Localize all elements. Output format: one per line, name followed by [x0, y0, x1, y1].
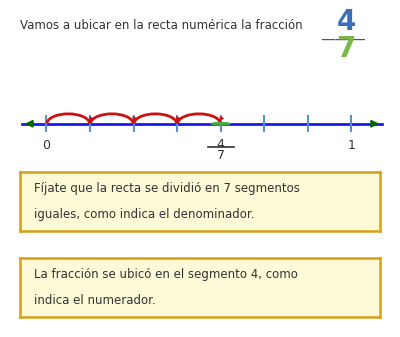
Text: 4: 4: [336, 8, 356, 36]
Text: 0: 0: [42, 139, 50, 152]
Text: iguales, como indica el denominador.: iguales, como indica el denominador.: [34, 208, 255, 221]
Circle shape: [212, 123, 229, 125]
Text: 4: 4: [217, 138, 225, 151]
Text: 7: 7: [336, 35, 356, 63]
Text: 1: 1: [348, 139, 355, 152]
Text: Vamos a ubicar en la recta numérica la fracción: Vamos a ubicar en la recta numérica la f…: [20, 19, 303, 32]
Text: Fíjate que la recta se dividió en 7 segmentos: Fíjate que la recta se dividió en 7 segm…: [34, 182, 300, 195]
Text: ———: ———: [320, 32, 366, 47]
Text: 7: 7: [217, 149, 225, 162]
Text: indica el numerador.: indica el numerador.: [34, 294, 156, 307]
Text: La fracción se ubicó en el segmento 4, como: La fracción se ubicó en el segmento 4, c…: [34, 268, 298, 281]
